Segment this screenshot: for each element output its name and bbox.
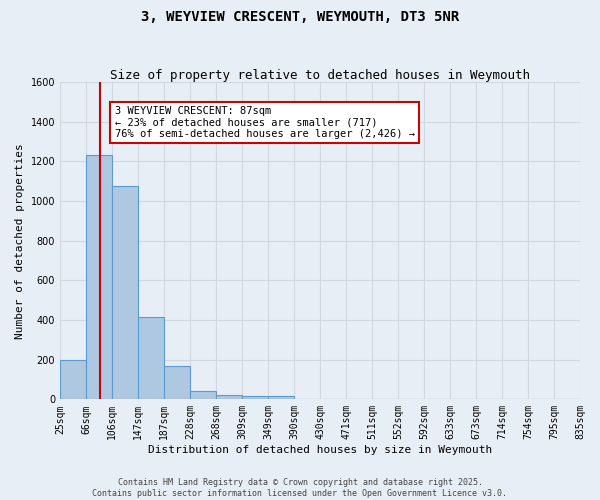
Y-axis label: Number of detached properties: Number of detached properties: [15, 143, 25, 338]
Text: Contains HM Land Registry data © Crown copyright and database right 2025.
Contai: Contains HM Land Registry data © Crown c…: [92, 478, 508, 498]
Bar: [242, 396, 268, 400]
Bar: [86, 156, 112, 400]
Bar: [164, 366, 190, 400]
Bar: [268, 396, 294, 400]
Bar: [190, 392, 216, 400]
Text: 3 WEYVIEW CRESCENT: 87sqm
← 23% of detached houses are smaller (717)
76% of semi: 3 WEYVIEW CRESCENT: 87sqm ← 23% of detac…: [115, 106, 415, 139]
Bar: [216, 396, 242, 400]
Bar: [60, 360, 86, 400]
X-axis label: Distribution of detached houses by size in Weymouth: Distribution of detached houses by size …: [148, 445, 492, 455]
Bar: [138, 317, 164, 400]
Title: Size of property relative to detached houses in Weymouth: Size of property relative to detached ho…: [110, 69, 530, 82]
Bar: [112, 186, 138, 400]
Text: 3, WEYVIEW CRESCENT, WEYMOUTH, DT3 5NR: 3, WEYVIEW CRESCENT, WEYMOUTH, DT3 5NR: [141, 10, 459, 24]
